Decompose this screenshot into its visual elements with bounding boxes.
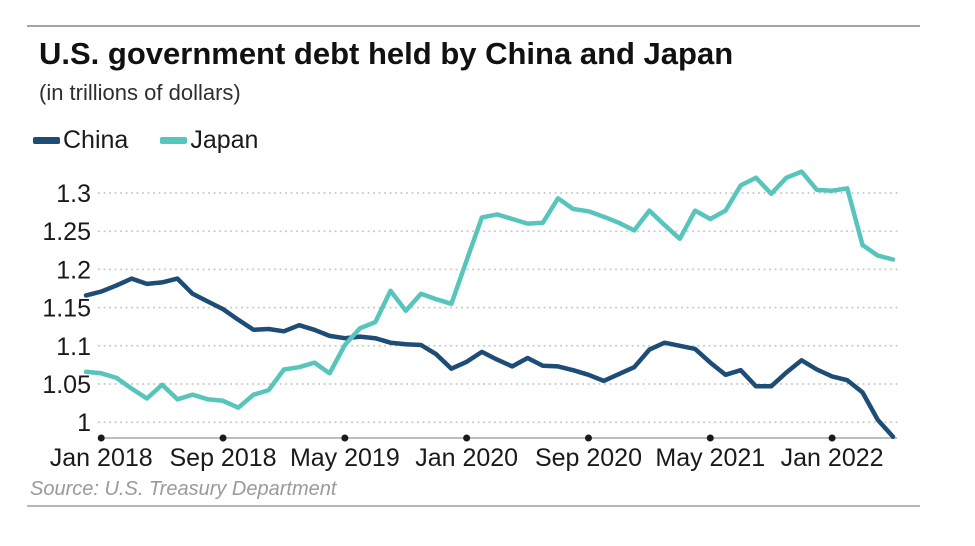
x-axis-tick-dot: [706, 434, 714, 442]
x-axis-tick-label: May 2021: [655, 444, 765, 472]
chart-title: U.S. government debt held by China and J…: [39, 36, 734, 71]
x-axis-tick-dot: [341, 434, 349, 442]
y-axis-tick-label: 1.3: [56, 180, 91, 208]
y-axis-tick-label: 1: [77, 409, 91, 437]
x-axis-tick-label: Sep 2018: [170, 444, 277, 472]
legend-item-japan: Japan: [160, 126, 258, 155]
x-axis-tick-dot: [463, 434, 471, 442]
legend-label-japan: Japan: [190, 126, 259, 154]
source-note: Source: U.S. Treasury Department: [30, 478, 337, 500]
legend-label-china: China: [63, 126, 129, 154]
legend-item-china: China: [33, 126, 128, 155]
chart-subtitle: (in trillions of dollars): [39, 80, 241, 105]
x-axis-tick-dot: [828, 434, 836, 442]
x-axis-tick-dot: [219, 434, 227, 442]
y-axis-tick-label: 1.15: [42, 295, 91, 323]
x-axis-tick-dot: [97, 434, 105, 442]
legend: China Japan: [33, 126, 258, 155]
y-axis-tick-label: 1.1: [56, 333, 91, 361]
series-line-china: [83, 276, 896, 439]
y-axis-tick-label: 1.05: [42, 371, 91, 399]
footer-rule: [27, 505, 920, 507]
header-rule: [27, 25, 920, 27]
series-line-japan: [83, 169, 896, 410]
x-axis-tick-dot: [584, 434, 592, 442]
legend-swatch-china: [33, 137, 60, 144]
x-axis-tick-label: Sep 2020: [535, 444, 642, 472]
x-axis-tick-label: Jan 2022: [781, 444, 884, 472]
legend-swatch-japan: [160, 137, 188, 144]
x-axis-tick-label: May 2019: [290, 444, 400, 472]
y-axis-tick-label: 1.25: [42, 218, 91, 246]
y-axis-tick-label: 1.2: [56, 256, 91, 284]
x-axis-tick-label: Jan 2018: [50, 444, 153, 472]
x-axis-tick-label: Jan 2020: [415, 444, 518, 472]
